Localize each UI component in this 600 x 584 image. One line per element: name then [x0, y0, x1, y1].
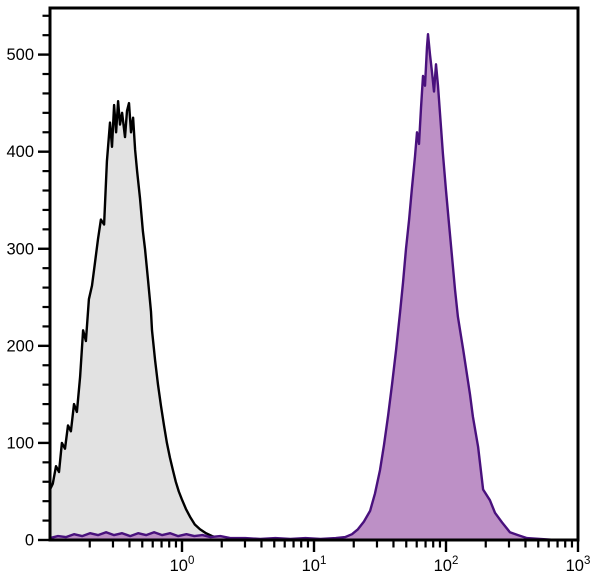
decade-label-base: 10 — [302, 557, 320, 575]
decade-label-exponent: 2 — [452, 555, 458, 567]
series-area-stained-sample — [48, 33, 557, 542]
decade-label-exponent: 1 — [320, 555, 326, 567]
y-axis-tick-label: 0 — [25, 532, 34, 550]
decade-label-base: 10 — [566, 557, 584, 575]
x-axis-decade-label: 101 — [302, 555, 327, 575]
decade-label-base: 10 — [170, 557, 188, 575]
x-axis-decade-label: 102 — [434, 555, 459, 575]
decade-label-exponent: 0 — [188, 555, 194, 567]
plot-border — [48, 6, 580, 542]
decade-label-exponent: 3 — [584, 555, 590, 567]
y-axis-tick-label: 400 — [6, 143, 34, 161]
series-area-unstained-control — [48, 100, 242, 542]
y-axis-tick-label: 500 — [6, 46, 34, 64]
x-axis-decade-label: 103 — [566, 555, 591, 575]
y-axis-tick-label: 100 — [6, 434, 34, 452]
y-axis-tick-label: 300 — [6, 240, 34, 258]
y-axis-tick-label: 200 — [6, 337, 34, 355]
decade-label-base: 10 — [434, 557, 452, 575]
x-axis-decade-label: 100 — [170, 555, 195, 575]
